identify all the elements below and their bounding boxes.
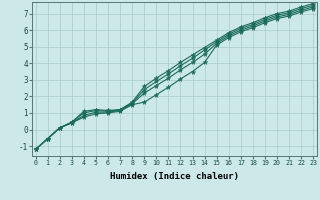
X-axis label: Humidex (Indice chaleur): Humidex (Indice chaleur)	[110, 172, 239, 181]
